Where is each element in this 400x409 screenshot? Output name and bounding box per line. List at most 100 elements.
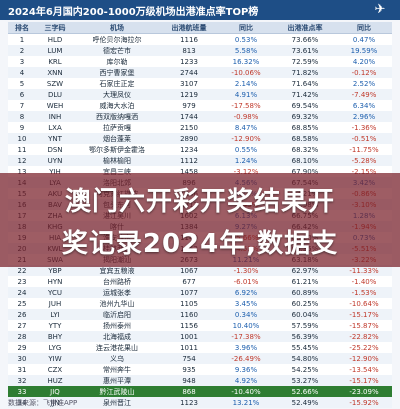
table-row: 2 LUM 德宏芒市 813 5.58% 73.61% 19.59%: [8, 45, 392, 56]
table-row: 32 HUZ 惠州平潭 948 4.92% 53.27% -15.17%: [8, 375, 392, 386]
table-cell: YIH: [36, 166, 74, 177]
table-cell: 4.20%: [336, 56, 392, 67]
table-cell: 71.42%: [274, 89, 336, 100]
table-header-row: 排名 三字码 机场 出港航班量 同比 出港准点率 同比: [8, 22, 392, 34]
table-cell: 54.25%: [274, 364, 336, 375]
table-row: 8 INH 西双版纳嘎洒 1744 -0.98% 69.32% 2.96%: [8, 111, 392, 122]
table-row: 9 LXA 拉萨贡嘎 2150 8.47% 68.85% -1.36%: [8, 122, 392, 133]
table-cell: CZX: [36, 364, 74, 375]
table-cell: 3.45%: [218, 298, 274, 309]
table-cell: 29: [8, 342, 36, 353]
table-cell: 黔江武陵山: [74, 386, 160, 397]
table-cell: 1744: [160, 111, 218, 122]
table-cell: 23: [8, 276, 36, 287]
table-cell: -0.51%: [336, 133, 392, 144]
column-header: 同比: [218, 22, 274, 34]
table-cell: 67.90%: [274, 166, 336, 177]
table-cell: LUM: [36, 45, 74, 56]
overlay-text-line-1: 澳门六开彩开奖结果开: [64, 187, 335, 217]
table-cell: 0.34%: [218, 309, 274, 320]
table-cell: 53.27%: [274, 375, 336, 386]
table-cell: 16.32%: [218, 56, 274, 67]
table-cell: 7: [8, 100, 36, 111]
table-cell: 72.59%: [274, 56, 336, 67]
table-cell: 68.10%: [274, 155, 336, 166]
table-cell: -0.98%: [218, 111, 274, 122]
table-cell: 5.58%: [218, 45, 274, 56]
table-cell: 义乌: [74, 353, 160, 364]
table-cell: HLD: [36, 33, 74, 45]
table-cell: 1105: [160, 298, 218, 309]
table-cell: HUZ: [36, 375, 74, 386]
table-cell: SZW: [36, 78, 74, 89]
table-cell: 13.21%: [218, 397, 274, 408]
table-cell: 6: [8, 89, 36, 100]
table-row: 33 JIQ 黔江武陵山 868 -10.40% 52.66% -23.09%: [8, 386, 392, 397]
table-cell: -25.22%: [336, 342, 392, 353]
table-row: 6 DLU 大理凤仪 1219 4.91% 71.42% -7.49%: [8, 89, 392, 100]
column-header: 机场: [74, 22, 160, 34]
table-row: 1 HLD 呼伦贝尔海拉尔 1116 0.53% 73.66% 0.47%: [8, 33, 392, 45]
table-cell: 6.34%: [336, 100, 392, 111]
table-cell: 69.32%: [274, 111, 336, 122]
column-header: 同比: [336, 22, 392, 34]
table-cell: 8.47%: [218, 122, 274, 133]
table-cell: -0.12%: [336, 67, 392, 78]
table-cell: LYG: [36, 342, 74, 353]
table-cell: JJN: [36, 397, 74, 408]
table-cell: DLU: [36, 89, 74, 100]
table-cell: 32: [8, 375, 36, 386]
table-cell: -17.38%: [218, 331, 274, 342]
table-cell: 2150: [160, 122, 218, 133]
table-cell: -2.15%: [336, 166, 392, 177]
table-cell: 73.66%: [274, 33, 336, 45]
table-row: 28 BHY 北海福成 1001 -17.38% 56.39% -22.82%: [8, 331, 392, 342]
table-cell: -23.09%: [336, 386, 392, 397]
table-row: 25 JUH 池州九华山 1105 3.45% 60.25% -10.64%: [8, 298, 392, 309]
table-cell: 68.58%: [274, 133, 336, 144]
table-cell: 1067: [160, 265, 218, 276]
promo-overlay-banner: 澳门六开彩开奖结果开 奖记录2024年,数据支: [0, 173, 400, 267]
table-row: 26 LYI 临沂启阳 1160 0.34% 60.04% -15.17%: [8, 309, 392, 320]
table-cell: 2.52%: [336, 78, 392, 89]
table-cell: 3: [8, 56, 36, 67]
table-cell: 68.85%: [274, 122, 336, 133]
column-header: 出港准点率: [274, 22, 336, 34]
table-row: 7 WEH 威海大水泊 979 -17.58% 69.54% 6.34%: [8, 100, 392, 111]
table-cell: 9: [8, 122, 36, 133]
table-cell: UYN: [36, 155, 74, 166]
table-row: 13 YIH 宜昌三峡 1458 -3.12% 67.90% -2.15%: [8, 166, 392, 177]
table-cell: 扬州泰州: [74, 320, 160, 331]
table-cell: 石家庄正定: [74, 78, 160, 89]
table-cell: -1.36%: [336, 122, 392, 133]
table-cell: -26.49%: [218, 353, 274, 364]
table-row: 11 DSN 鄂尔多斯伊金霍洛 1234 0.55% 68.32% -11.75%: [8, 144, 392, 155]
table-cell: -15.92%: [336, 397, 392, 408]
table-cell: 拉萨贡嘎: [74, 122, 160, 133]
table-cell: 威海大水泊: [74, 100, 160, 111]
table-cell: 0.53%: [218, 33, 274, 45]
table-cell: 1001: [160, 331, 218, 342]
table-cell: 1: [8, 33, 36, 45]
table-cell: JIQ: [36, 386, 74, 397]
table-cell: -11.75%: [336, 144, 392, 155]
table-cell: 31: [8, 364, 36, 375]
table-cell: 池州九华山: [74, 298, 160, 309]
table-cell: 948: [160, 375, 218, 386]
table-cell: 鄂尔多斯伊金霍洛: [74, 144, 160, 155]
table-cell: 烟台蓬莱: [74, 133, 160, 144]
table-cell: HYN: [36, 276, 74, 287]
table-cell: 榆林榆阳: [74, 155, 160, 166]
table-cell: 754: [160, 353, 218, 364]
table-cell: -17.58%: [218, 100, 274, 111]
table-row: 23 HYN 台州路桥 677 -6.01% 61.21% -1.40%: [8, 276, 392, 287]
table-cell: 24: [8, 287, 36, 298]
table-cell: 1458: [160, 166, 218, 177]
table-cell: 60.89%: [274, 287, 336, 298]
table-cell: 68.32%: [274, 144, 336, 155]
table-cell: -1.53%: [336, 287, 392, 298]
table-cell: 宜昌三峡: [74, 166, 160, 177]
table-cell: 西双版纳嘎洒: [74, 111, 160, 122]
table-cell: 2.14%: [218, 78, 274, 89]
table-cell: 55.45%: [274, 342, 336, 353]
